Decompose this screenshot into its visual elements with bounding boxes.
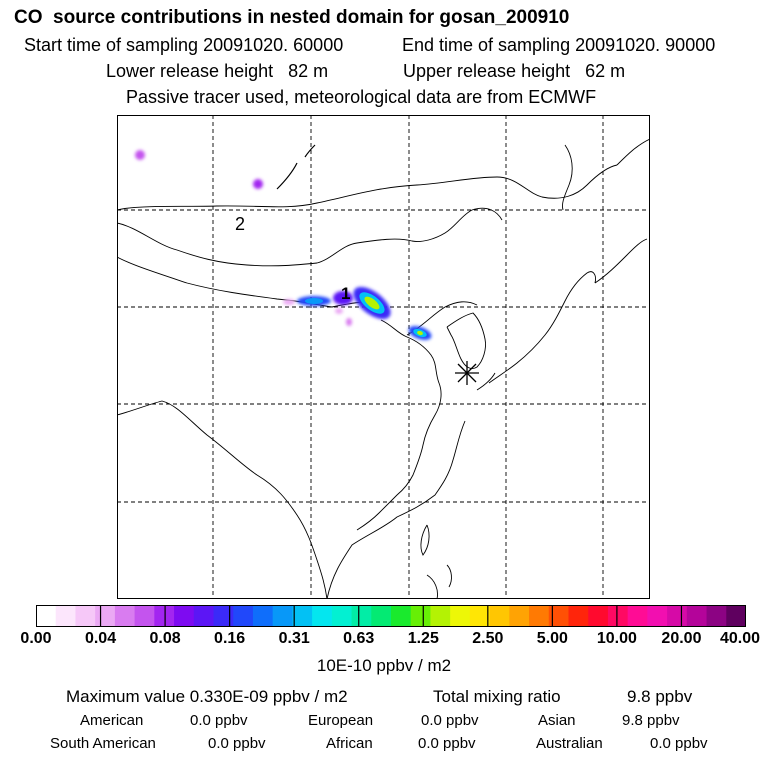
colorbar-cell [548, 605, 570, 627]
colorbar-tick-label: 0.04 [84, 630, 117, 647]
upper-height-label: Upper release height 62 m [403, 61, 626, 81]
colorbar-cell [430, 605, 451, 627]
source-label-2: 2 [235, 214, 245, 234]
region-name: African [326, 735, 373, 752]
concentration-plumes [135, 150, 432, 340]
colorbar-tick-label: 5.00 [536, 630, 568, 647]
colorbar-tick-label: 2.50 [472, 630, 504, 647]
colorbar-tick-label: 40.00 [719, 630, 761, 647]
plume-blob [346, 318, 352, 326]
colorbar-cell [55, 605, 77, 627]
colorbar-tick-label: 20.00 [661, 630, 702, 647]
colorbar-cell [233, 605, 254, 627]
colorbar-cell [686, 605, 708, 627]
colorbar-cell [410, 605, 432, 627]
colorbar-cell [371, 605, 392, 627]
colorbar-cell [174, 605, 195, 627]
colorbar-tick-label: 10.00 [596, 630, 637, 647]
end-time-label: End time of sampling 20091020. 90000 [402, 35, 716, 55]
colorbar-cell [450, 605, 471, 627]
colorbar-tick-label: 0.00 [20, 630, 52, 647]
plume-core [364, 296, 380, 310]
colorbar-cell [568, 605, 589, 627]
colorbar-cell [529, 605, 550, 627]
plume-blob [135, 150, 145, 160]
plume-core [305, 298, 323, 304]
plume-core [417, 330, 423, 336]
region-value: 0.0 ppbv [208, 735, 266, 752]
colorbar-cell [588, 605, 609, 627]
colorbar-cell [213, 605, 234, 627]
colorbar-cell [726, 605, 746, 627]
plume-blob [253, 179, 263, 189]
colorbar-tick-label: 0.08 [149, 630, 181, 647]
region-name: American [80, 712, 144, 729]
region-name: Asian [538, 712, 576, 729]
colorbar-cell [312, 605, 333, 627]
colorbar-cell [647, 605, 668, 627]
colorbar-tick-label: 0.63 [343, 630, 375, 647]
colorbar-units: 10E-10 ppbv / m2 [316, 656, 452, 675]
colorbar-tick-label: 0.16 [214, 630, 246, 647]
colorbar-cell [667, 605, 688, 627]
colorbar-cell [252, 605, 274, 627]
colorbar-cell [75, 605, 96, 627]
colorbar-cell [193, 605, 215, 627]
lat-lon-grid [117, 115, 650, 599]
region-value: 0.0 ppbv [190, 712, 248, 729]
plume-blob [335, 308, 343, 314]
total-mixing-label: Total mixing ratio [433, 687, 561, 706]
colorbar-cell [272, 605, 293, 627]
region-name: South American [50, 735, 156, 752]
lower-height-label: Lower release height 82 m [106, 61, 329, 81]
colorbar-cell [706, 605, 727, 627]
colorbar-tick-label: 1.25 [407, 630, 439, 647]
colorbar-cell [292, 605, 313, 627]
max-value-label: Maximum value 0.330E-09 ppbv / m2 [66, 687, 348, 706]
colorbar-cell [134, 605, 155, 627]
colorbar-cell [114, 605, 136, 627]
region-value: 0.0 ppbv [650, 735, 708, 752]
colorbar [36, 605, 746, 627]
colorbar-cell [509, 605, 530, 627]
region-value: 0.0 ppbv [418, 735, 476, 752]
region-value: 0.0 ppbv [421, 712, 479, 729]
colorbar-cell [607, 605, 629, 627]
colorbar-cell [95, 605, 116, 627]
plume-blob [333, 291, 353, 305]
total-mixing-value: 9.8 ppbv [627, 687, 693, 706]
source-label-1: 1 [341, 284, 350, 303]
map-panel: 2 1 [117, 115, 650, 599]
region-value: 9.8 ppbv [622, 712, 680, 729]
region-name: Australian [536, 735, 603, 752]
colorbar-cell [391, 605, 412, 627]
map-frame [117, 115, 650, 599]
colorbar-cell [351, 605, 372, 627]
colorbar-cell [331, 605, 353, 627]
region-name: European [308, 712, 374, 729]
tracer-note: Passive tracer used, meteorological data… [126, 87, 597, 107]
colorbar-tick-label: 0.31 [278, 630, 310, 647]
colorbar-cell [469, 605, 491, 627]
colorbar-cell [36, 605, 57, 627]
plume-blob [283, 299, 295, 305]
start-time-label: Start time of sampling 20091020. 60000 [24, 35, 344, 55]
colorbar-cell [489, 605, 510, 627]
plot-title: CO source contributions in nested domain… [14, 7, 570, 28]
receptor-star-icon [455, 361, 479, 385]
colorbar-cell [627, 605, 648, 627]
